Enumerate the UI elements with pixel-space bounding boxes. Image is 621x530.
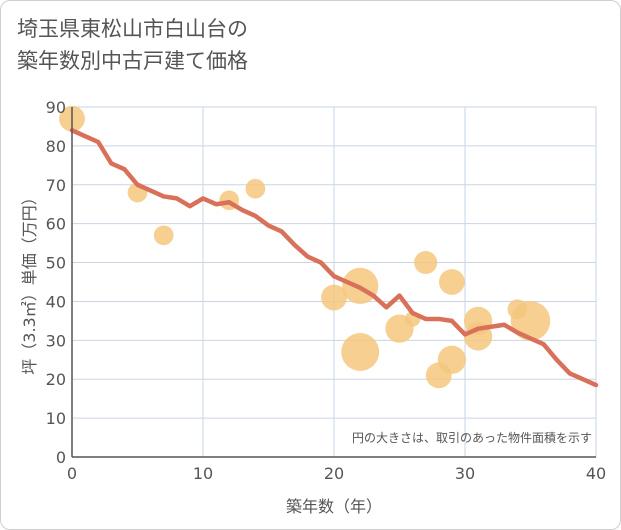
scatter-point (321, 284, 347, 311)
y-tick-label: 70 (46, 176, 66, 195)
grid-lines (72, 106, 597, 457)
scatter-point (245, 178, 266, 199)
x-tick-label: 40 (586, 464, 606, 483)
scatter-point (510, 301, 551, 341)
chart-title: 埼玉県東松山市白山台の 築年数別中古戸建て価格 (17, 13, 248, 77)
y-tick-label: 80 (46, 137, 66, 156)
x-tick-label: 0 (67, 464, 77, 483)
trend-line-group (69, 128, 599, 388)
chart-title-line-1: 埼玉県東松山市白山台の (17, 17, 248, 41)
scatter-point (439, 269, 465, 295)
x-tick-label: 30 (455, 464, 475, 483)
trend-line (69, 128, 599, 388)
y-tick-label: 10 (46, 409, 66, 428)
y-tick-label: 90 (46, 98, 66, 117)
y-tick-label: 50 (46, 254, 66, 273)
size-annotation: 円の大きさは、取引のあった物件面積を示す (352, 430, 592, 445)
x-axis-label: 築年数（年） (286, 497, 382, 516)
axes (71, 107, 596, 458)
y-axis-label: 坪（3.3㎡）単価（万円） (20, 189, 39, 374)
scatter-point (437, 345, 467, 374)
scatter-point (153, 225, 174, 246)
y-tick-label: 30 (46, 331, 66, 350)
chart-title-line-2: 築年数別中古戸建て価格 (17, 49, 248, 73)
x-tick-label: 20 (324, 464, 344, 483)
scatter-point (341, 333, 380, 371)
y-tick-label: 20 (46, 370, 66, 389)
scatter-point (414, 251, 438, 275)
x-tick-label: 10 (193, 464, 213, 483)
y-tick-label: 40 (46, 292, 66, 311)
y-tick-label: 0 (56, 448, 66, 467)
tick-labels: 0 10 20 30 40 50 60 70 80 90 0 10 20 30 40 (46, 98, 607, 483)
y-tick-label: 60 (46, 215, 66, 234)
